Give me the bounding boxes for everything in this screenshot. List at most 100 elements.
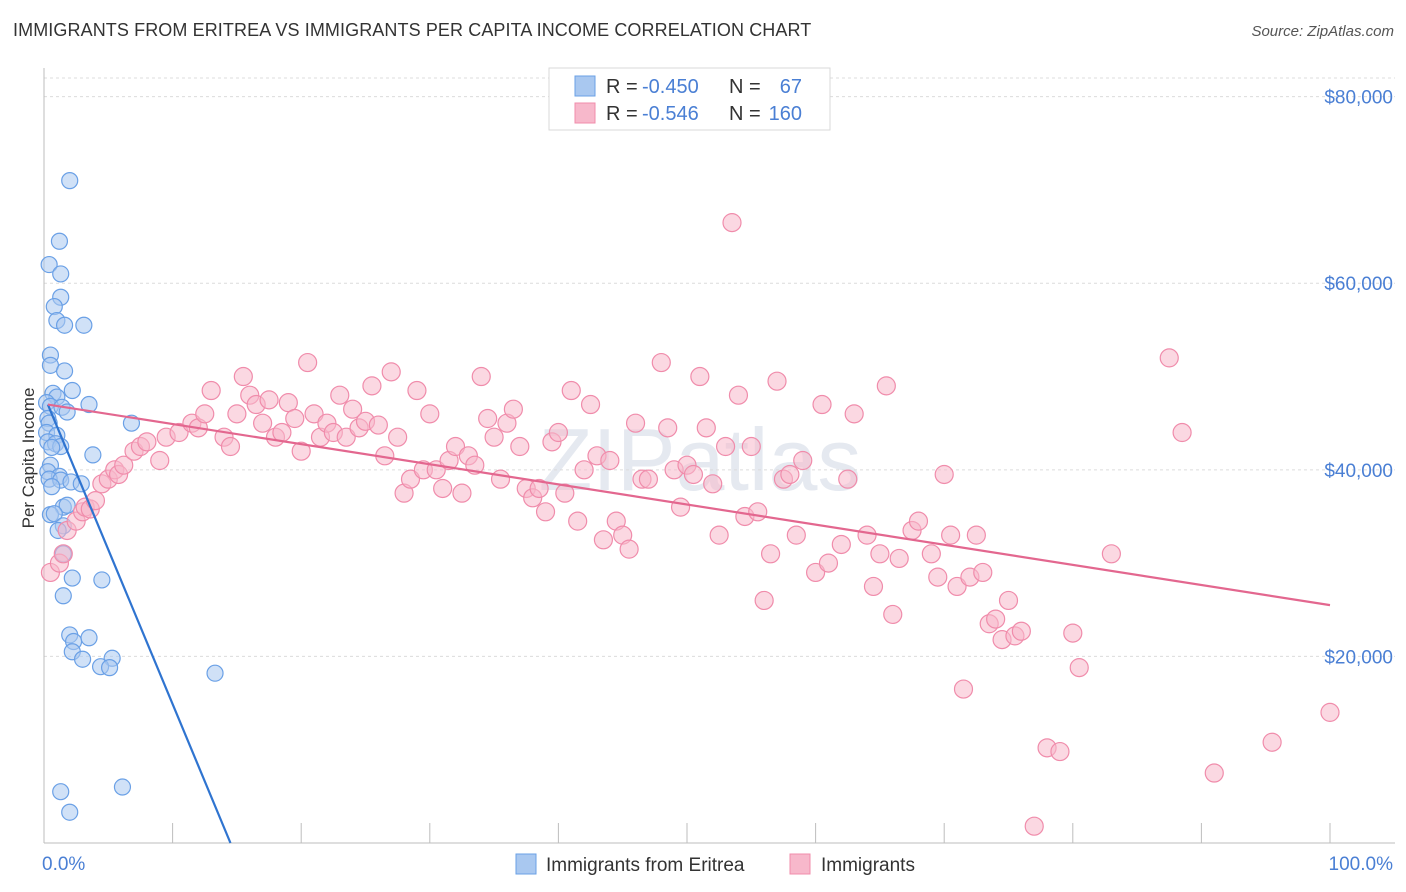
data-point-immigrants bbox=[1050, 741, 1070, 762]
legend-swatch-eritrea bbox=[574, 75, 596, 97]
data-point-immigrants bbox=[908, 511, 929, 531]
data-point-immigrants bbox=[253, 413, 273, 433]
legend-r-value-1: -0.450 bbox=[642, 76, 699, 98]
data-point-immigrants bbox=[285, 408, 305, 429]
data-point-eritrea bbox=[93, 571, 111, 589]
data-point-immigrants bbox=[690, 366, 710, 387]
data-point-immigrants bbox=[388, 427, 408, 447]
data-point-eritrea bbox=[80, 395, 98, 414]
data-point-immigrants bbox=[600, 450, 620, 471]
legend-swatch-immigrants bbox=[574, 102, 596, 124]
data-point-immigrants bbox=[953, 679, 974, 699]
data-point-immigrants bbox=[490, 469, 511, 489]
data-point-immigrants bbox=[831, 534, 851, 555]
axes bbox=[43, 68, 1395, 844]
data-point-immigrants bbox=[433, 478, 453, 499]
data-point-immigrants bbox=[709, 525, 729, 545]
data-point-immigrants bbox=[291, 441, 311, 461]
data-point-eritrea bbox=[50, 232, 69, 250]
legend-r-label-2: R = bbox=[606, 103, 638, 125]
legend-n-label-2: N = bbox=[729, 103, 761, 125]
data-point-immigrants bbox=[728, 385, 749, 405]
data-point-immigrants bbox=[818, 553, 839, 573]
data-point-eritrea bbox=[45, 297, 63, 316]
data-point-immigrants bbox=[1172, 422, 1192, 443]
data-point-eritrea bbox=[52, 265, 70, 283]
data-point-immigrants bbox=[638, 469, 659, 489]
data-point-immigrants bbox=[760, 544, 781, 564]
data-point-immigrants bbox=[362, 376, 382, 396]
data-point-immigrants bbox=[1024, 816, 1044, 836]
legend-bottom-swatch-immigrants bbox=[789, 853, 811, 875]
data-point-eritrea bbox=[45, 505, 63, 523]
legend-r-value-2: -0.546 bbox=[642, 103, 699, 125]
data-point-eritrea bbox=[55, 316, 74, 334]
data-point-eritrea bbox=[113, 778, 132, 796]
data-point-eritrea bbox=[75, 316, 93, 334]
data-point-eritrea bbox=[61, 172, 79, 190]
data-point-eritrea bbox=[63, 381, 81, 400]
data-point-immigrants bbox=[928, 567, 948, 587]
data-point-immigrants bbox=[715, 436, 736, 457]
data-point-eritrea bbox=[206, 664, 224, 682]
y-tick-labels: $20,000 $40,000 $60,000 $80,000 bbox=[1324, 88, 1393, 669]
data-point-immigrants bbox=[53, 544, 73, 564]
data-point-immigrants bbox=[420, 404, 440, 424]
data-point-immigrants bbox=[934, 464, 954, 485]
data-point-immigrants bbox=[114, 455, 134, 475]
legend-bottom: Immigrants from Eritrea Immigrants bbox=[515, 853, 915, 876]
data-point-immigrants bbox=[696, 418, 716, 438]
data-point-immigrants bbox=[503, 399, 523, 419]
data-point-immigrants bbox=[336, 427, 356, 447]
data-point-immigrants bbox=[1063, 623, 1083, 643]
data-point-immigrants bbox=[1101, 544, 1121, 564]
data-point-immigrants bbox=[510, 436, 530, 457]
trend-lines bbox=[46, 403, 1331, 844]
data-point-immigrants bbox=[568, 511, 588, 531]
data-point-immigrants bbox=[998, 590, 1019, 611]
legend-n-value-1: 67 bbox=[780, 76, 802, 98]
data-point-immigrants bbox=[201, 380, 221, 401]
data-point-immigrants bbox=[227, 404, 247, 424]
data-point-immigrants bbox=[793, 450, 813, 471]
data-point-immigrants bbox=[195, 404, 215, 424]
data-point-immigrants bbox=[1320, 702, 1340, 722]
data-point-eritrea bbox=[40, 255, 58, 274]
data-point-immigrants bbox=[780, 464, 800, 485]
data-point-immigrants bbox=[625, 413, 646, 433]
data-point-eritrea bbox=[54, 587, 72, 605]
data-point-immigrants bbox=[966, 525, 986, 545]
data-point-immigrants bbox=[478, 408, 498, 429]
data-point-immigrants bbox=[863, 576, 884, 597]
data-point-immigrants bbox=[857, 525, 877, 545]
series-eritrea bbox=[37, 172, 224, 821]
data-point-immigrants bbox=[330, 385, 350, 405]
data-point-immigrants bbox=[535, 502, 556, 522]
data-point-eritrea bbox=[63, 569, 81, 587]
data-point-immigrants bbox=[169, 422, 189, 443]
data-point-eritrea bbox=[52, 783, 70, 801]
y-tick-label: $60,000 bbox=[1324, 274, 1393, 295]
data-point-immigrants bbox=[767, 371, 787, 391]
data-point-immigrants bbox=[651, 352, 671, 373]
data-point-immigrants bbox=[343, 399, 363, 419]
data-point-immigrants bbox=[941, 525, 961, 545]
data-point-immigrants bbox=[574, 460, 594, 480]
data-point-eritrea bbox=[43, 438, 61, 457]
y-tick-label: $20,000 bbox=[1324, 647, 1393, 668]
data-point-immigrants bbox=[754, 590, 774, 611]
data-point-immigrants bbox=[220, 436, 241, 457]
chart-title: IMMIGRANTS FROM ERITREA VS IMMIGRANTS PE… bbox=[13, 20, 812, 40]
trend-line-immigrants bbox=[47, 403, 1331, 607]
data-point-immigrants bbox=[555, 483, 575, 503]
data-point-immigrants bbox=[259, 390, 279, 410]
data-point-immigrants bbox=[947, 576, 967, 597]
data-point-immigrants bbox=[272, 422, 292, 443]
data-point-eritrea bbox=[58, 496, 76, 514]
data-point-immigrants bbox=[805, 562, 826, 583]
y-tick-label: $40,000 bbox=[1324, 461, 1393, 482]
data-point-immigrants bbox=[580, 394, 601, 415]
data-point-immigrants bbox=[889, 548, 909, 569]
trend-line-eritrea bbox=[46, 404, 232, 844]
